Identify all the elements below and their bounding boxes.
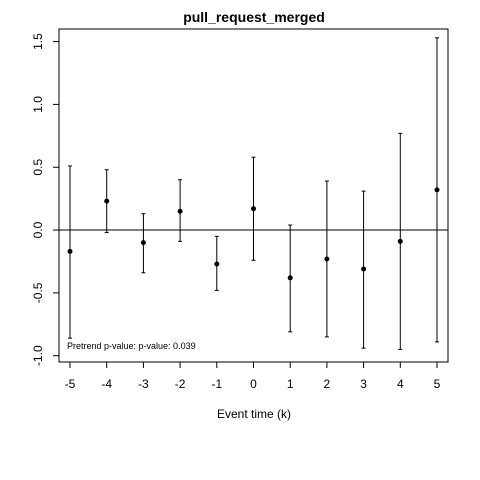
x-tick-label: -3 [138, 377, 149, 391]
x-tick-label: 0 [250, 377, 257, 391]
y-axis: -1.0 -0.5 0.0 0.5 1.0 1.5 [31, 33, 59, 366]
error-bars [68, 37, 439, 350]
data-point [287, 275, 293, 281]
y-tick-label: 0.0 [31, 221, 45, 238]
x-tick-label: -5 [65, 377, 76, 391]
data-point [361, 266, 367, 272]
data-point [140, 240, 146, 246]
x-tick-label: 4 [397, 377, 404, 391]
data-point [214, 261, 220, 267]
data-points [67, 187, 440, 281]
data-point [104, 198, 110, 204]
x-tick-label: -1 [211, 377, 222, 391]
y-tick-label: -0.5 [31, 282, 45, 303]
y-tick-label: 1.5 [31, 33, 45, 50]
data-point [324, 256, 330, 262]
x-tick-label: 3 [360, 377, 367, 391]
y-tick-label: 0.5 [31, 159, 45, 176]
x-tick-label: 2 [324, 377, 331, 391]
data-point [177, 208, 183, 214]
data-point [251, 206, 256, 212]
x-tick-label: -4 [101, 377, 112, 391]
x-tick-label: -2 [175, 377, 186, 391]
x-tick-label: 5 [434, 377, 441, 391]
x-tick-label: 1 [287, 377, 294, 391]
x-axis: -5 -4 -3 -2 -1 0 1 2 3 4 5 [65, 362, 441, 391]
chart-title: pull_request_merged [183, 9, 325, 25]
data-point [434, 187, 440, 193]
pretrend-annotation: Pretrend p-value: p-value: 0.039 [67, 341, 196, 351]
y-tick-label: 1.0 [31, 96, 45, 113]
data-point [397, 238, 403, 244]
x-axis-label: Event time (k) [217, 407, 291, 421]
data-point [67, 248, 73, 254]
y-tick-label: -1.0 [31, 345, 45, 366]
